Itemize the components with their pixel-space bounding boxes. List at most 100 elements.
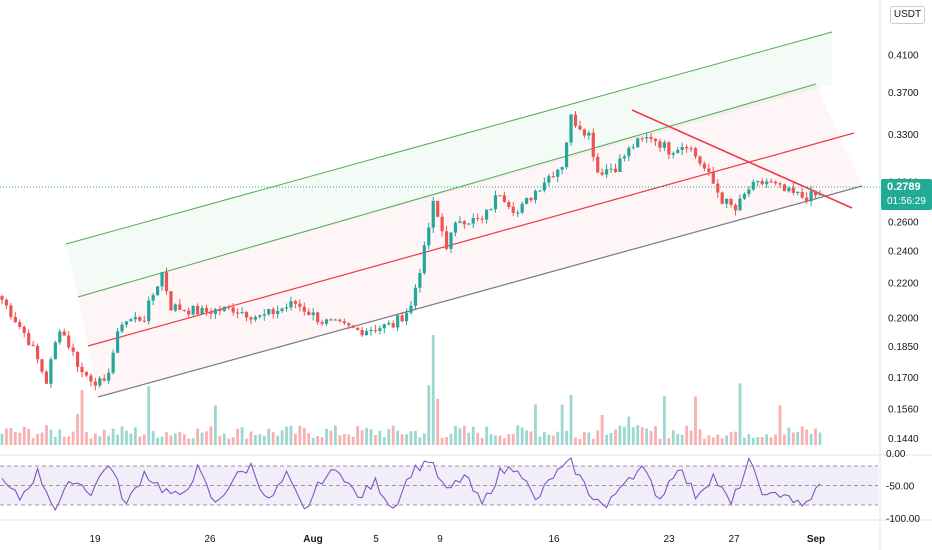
volume-bar [440,437,444,445]
candle-body [520,203,524,213]
time-axis[interactable]: 19 26 Aug 5 9 16 23 27 Sep [89,534,825,545]
volume-bar [369,429,373,445]
candle-body [618,158,622,173]
candle-body [596,156,600,173]
volume-bar [102,429,106,445]
volume-bar [538,436,542,445]
price-tick-label: 0.2200 [888,279,919,290]
candle-body [502,195,506,203]
volume-bar [636,425,640,445]
candle-body [409,305,413,313]
candle-body [613,168,618,173]
volume-bar [716,434,720,445]
candle-body [338,319,342,322]
volume-bar [640,427,644,445]
candle-body [35,345,40,360]
currency-label[interactable]: USDT [890,6,925,24]
volume-bar [454,426,457,445]
candle-body [471,218,475,224]
candle-body [569,114,573,143]
volume-bar [391,425,395,445]
channel-middle-line [77,83,817,298]
last-price-value: 0.2789 [887,181,921,193]
volume-bar [245,438,248,445]
price-axis[interactable]: 0.41000.37000.33000.29000.26000.24000.22… [879,0,919,550]
candle-body [676,149,680,154]
volume-bar [289,425,293,445]
volume-bar [525,430,528,445]
volume-bar [676,433,680,445]
rsi-axis[interactable]: 0.00 -50.00 -100.00 [886,449,920,525]
volume-bar [165,432,168,445]
volume-bar [774,434,777,445]
candle-body [436,200,440,217]
rsi-tick-label: 0.00 [886,449,906,460]
candle-body [560,167,564,170]
volume-bar [205,431,208,445]
volume-bar [658,438,662,445]
candle-body [369,330,373,332]
volume-bar [427,385,431,445]
candle-body [480,218,484,220]
volume-bar [49,429,53,445]
candle-body [222,306,226,312]
candle-body [58,331,62,343]
volume-bar [769,437,773,445]
volume-bar [689,430,693,445]
candle-body [498,195,502,197]
price-pane[interactable] [0,31,932,456]
volume-bar [480,437,484,445]
volume-bar [271,432,275,445]
candle-body [796,191,800,193]
candle-body [22,326,26,334]
volume-bar [231,437,235,445]
candle-body [18,322,22,327]
price-tick-label: 0.2600 [888,217,919,228]
candle-body [698,156,702,164]
volume-bar [342,434,346,445]
volume-bar [645,428,649,445]
candle-body [391,323,395,328]
price-tick-label: 0.1700 [888,373,919,384]
volume-bar [431,335,435,445]
volume-bar [569,395,573,445]
candle-body [169,291,173,311]
volume-bar [338,435,342,445]
candle-body [476,218,480,220]
candle-body [645,137,649,139]
volume-bar [396,430,400,445]
volume-bar [805,429,809,445]
candle-body [373,330,378,332]
volume-bar [671,430,675,445]
volume-bar [791,432,795,445]
volume-bar [614,429,617,445]
candle-body [218,309,222,312]
volume-bar [382,437,386,445]
volume-bar [618,425,622,445]
volume-bar [387,429,391,445]
candles [0,111,822,391]
volume-bar [285,426,288,445]
price-tick-label: 0.2000 [888,314,919,325]
volume-bar [800,426,804,445]
volume-bar [756,436,760,445]
volume-bar [31,438,35,445]
candle-body [458,221,462,223]
volume-bar [511,434,515,445]
drawing-layer [65,31,863,398]
volume-bar [729,432,733,445]
candle-body [155,286,160,296]
candle-body [262,314,266,316]
volume-bar [622,426,626,445]
candle-body [400,315,404,322]
candle-body [542,182,546,191]
volume-bar [209,426,213,445]
candle-body [440,216,444,232]
volume-bar [476,432,480,445]
rsi-pane[interactable] [0,457,932,521]
candle-body [742,194,747,199]
volume-bar [62,436,66,445]
candle-body [133,317,137,320]
candle-body [129,319,133,322]
